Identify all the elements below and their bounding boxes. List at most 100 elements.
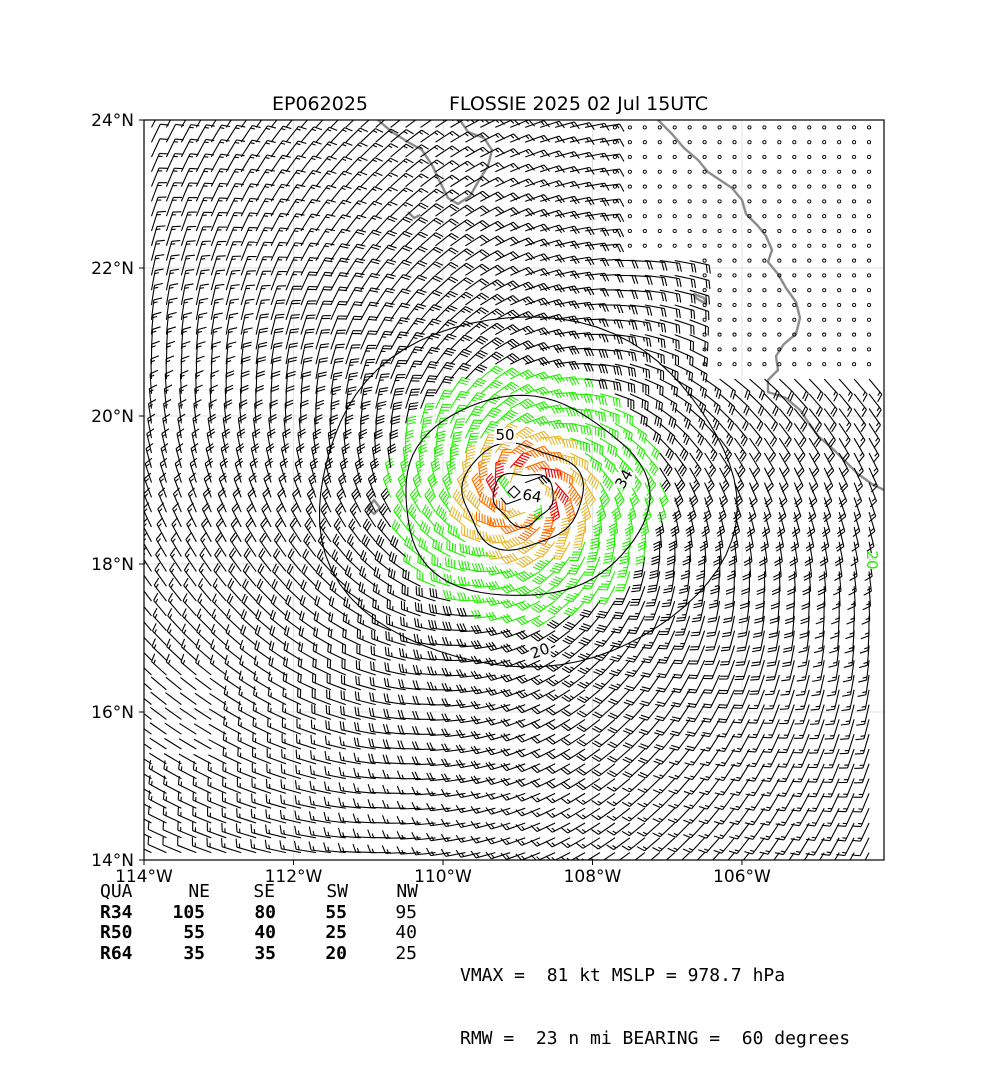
calm-marker	[838, 363, 841, 366]
wind-barb	[213, 578, 226, 601]
wind-barb	[441, 789, 465, 796]
wind-barb	[749, 409, 762, 431]
wind-barb	[166, 168, 182, 186]
wind-barb	[241, 625, 256, 646]
wind-barb	[238, 414, 246, 438]
wind-barb	[436, 161, 460, 172]
wind-barb	[412, 832, 436, 840]
calm-marker	[658, 185, 661, 188]
wind-barb	[181, 255, 195, 275]
calm-marker	[867, 200, 870, 203]
wind-barb	[607, 808, 630, 820]
wind-barb	[164, 754, 181, 764]
wind-barb	[391, 375, 406, 394]
wind-barb	[690, 423, 704, 445]
wind-barb	[456, 730, 480, 738]
wind-barb	[286, 272, 302, 290]
calm-marker	[658, 155, 661, 158]
wind-barb	[577, 734, 600, 746]
calm-marker	[763, 141, 766, 144]
calm-marker	[718, 229, 721, 232]
wind-barb	[561, 749, 585, 760]
wind-barb	[208, 414, 216, 438]
wind-barb	[334, 518, 346, 541]
wind-barb	[546, 719, 570, 729]
wind-barb	[298, 688, 316, 704]
wind-barb	[853, 779, 869, 798]
wind-barb	[241, 271, 256, 290]
wind-barb	[229, 548, 241, 571]
wind-barb	[287, 564, 301, 586]
wind-barb	[819, 557, 827, 581]
wind-barb	[406, 130, 429, 142]
wind-barb	[428, 651, 451, 660]
wind-barb	[465, 420, 482, 438]
wind-barb	[256, 285, 270, 305]
wind-barb	[516, 838, 540, 846]
wind-barb	[361, 201, 382, 216]
wind-barb	[510, 399, 534, 409]
calm-marker	[703, 274, 706, 277]
calm-marker	[838, 318, 841, 321]
wind-barb	[194, 739, 211, 749]
wind-barb	[391, 246, 412, 261]
wind-barb	[795, 705, 810, 724]
calm-marker	[658, 215, 661, 218]
wind-barb	[851, 542, 858, 566]
wind-barb	[361, 172, 383, 186]
wind-barb	[412, 847, 436, 855]
wind-barb	[645, 379, 663, 396]
wind-barb	[217, 503, 226, 527]
calm-marker	[838, 333, 841, 336]
calm-marker	[718, 200, 721, 203]
calm-marker	[778, 185, 781, 188]
wind-barb	[495, 325, 519, 335]
wind-barb	[180, 708, 197, 719]
wind-barb	[824, 453, 833, 477]
wind-barb	[406, 217, 428, 231]
wind-barb	[593, 690, 615, 704]
wind-barb	[688, 660, 705, 678]
wind-barb	[297, 719, 316, 734]
wind-barb	[427, 743, 451, 751]
wind-barb	[516, 793, 540, 801]
calm-marker	[823, 170, 826, 173]
wind-barb	[148, 414, 155, 438]
wind-barb	[281, 764, 301, 778]
wind-barb	[705, 468, 715, 492]
wind-barb	[720, 468, 729, 492]
calm-marker	[763, 155, 766, 158]
wind-barb	[181, 654, 196, 675]
wind-barb	[436, 291, 458, 305]
wind-barb	[211, 241, 226, 260]
calm-marker	[793, 215, 796, 218]
wind-barb	[531, 823, 555, 831]
wind-barb	[166, 677, 182, 690]
calm-marker	[808, 126, 811, 129]
wind-barb	[441, 819, 465, 826]
wind-barb	[406, 116, 429, 128]
wind-barb	[675, 349, 693, 366]
wind-barb	[516, 631, 540, 640]
wind-barb	[495, 339, 519, 349]
wind-barb	[450, 220, 473, 231]
wind-barb	[421, 390, 437, 409]
wind-barb	[793, 749, 809, 767]
wind-barb	[153, 623, 167, 645]
wind-barb	[208, 755, 226, 764]
wind-barb	[465, 235, 489, 246]
wind-barb	[294, 473, 301, 497]
wind-barb	[148, 399, 155, 423]
wind-barb	[196, 342, 205, 365]
wind-barb	[181, 342, 190, 365]
x-tick-label: 106°W	[713, 867, 771, 887]
wind-barb	[585, 213, 609, 221]
wind-barb	[342, 675, 361, 690]
wind-barb	[138, 623, 152, 645]
wind-barb	[346, 331, 362, 350]
wind-barb	[321, 503, 331, 527]
wind-barb	[152, 638, 166, 660]
calm-marker	[853, 141, 856, 144]
wind-barb	[495, 281, 519, 290]
wind-barb	[748, 705, 764, 723]
